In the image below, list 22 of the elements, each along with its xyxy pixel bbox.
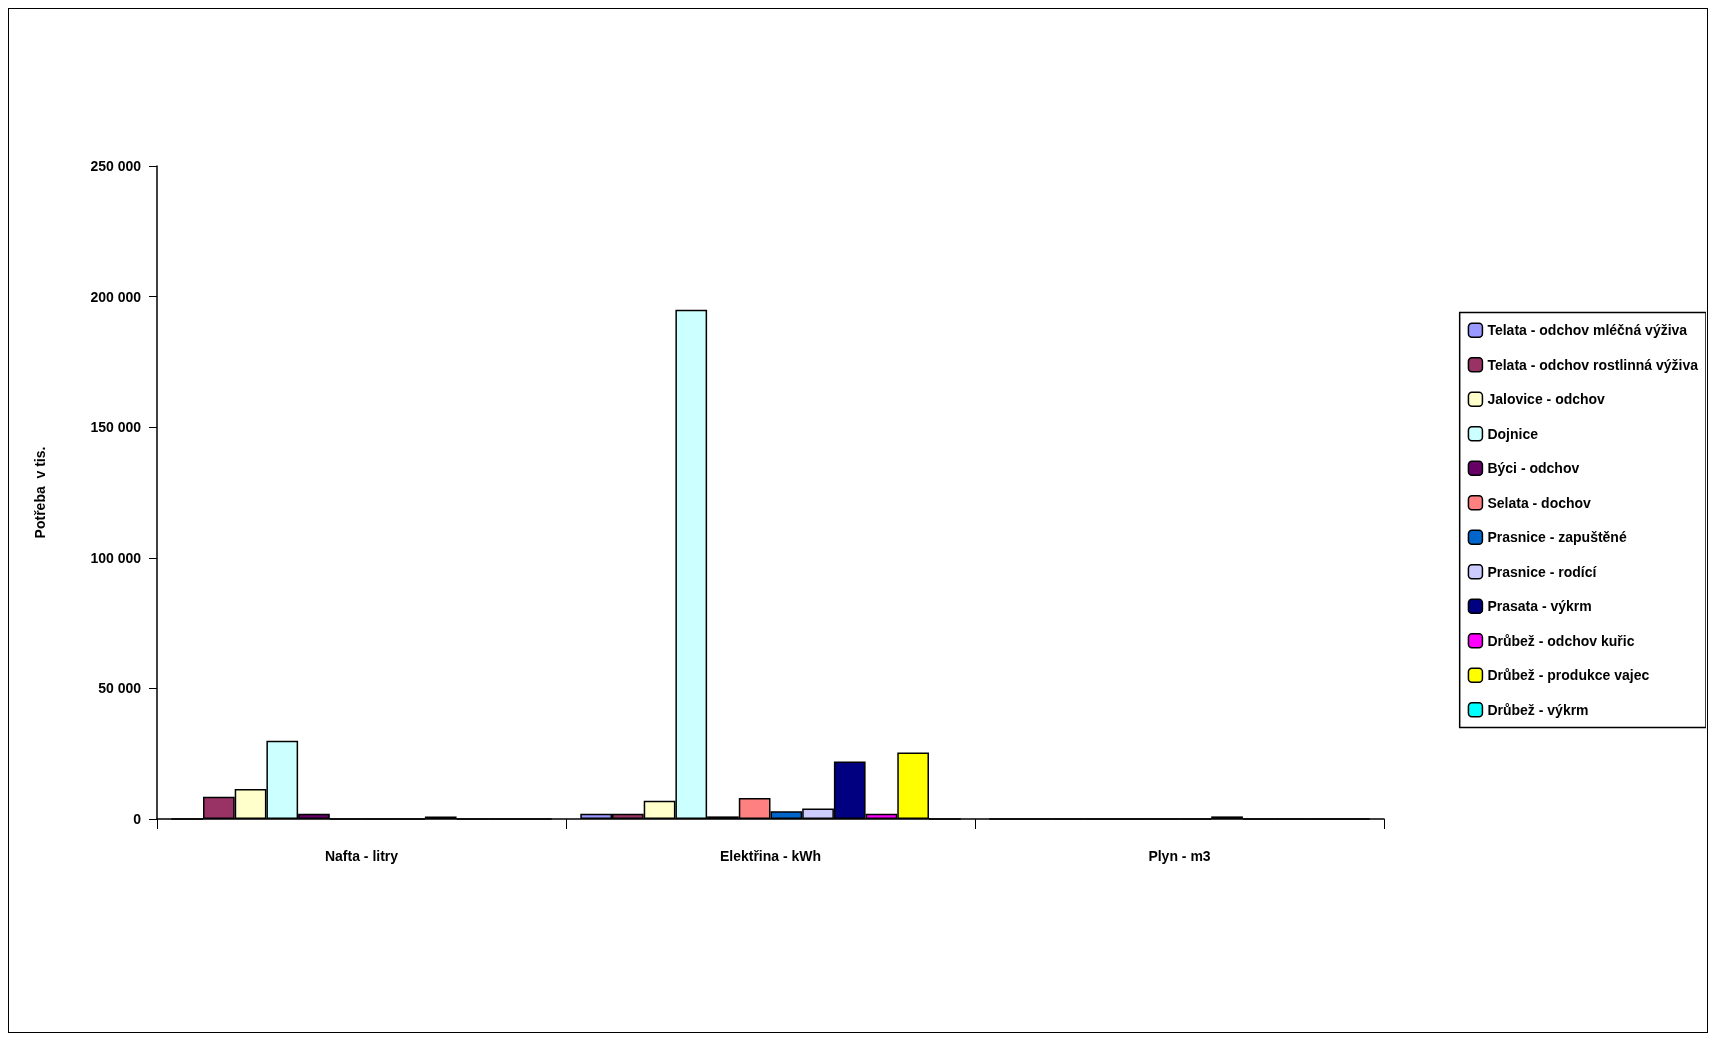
legend-label: Drůbež - produkce vajec <box>1487 667 1650 684</box>
y-tick-label: 250 000 <box>90 158 142 174</box>
y-tick-label: 200 000 <box>90 288 142 305</box>
x-tick-label: Nafta - litry <box>324 848 399 864</box>
legend-label: Prasata - výkrm <box>1487 598 1592 615</box>
legend-label: Jalovice - odchov <box>1487 391 1606 408</box>
y-tick-label: 0 <box>133 811 142 827</box>
legend-label: Prasnice - zapuštěné <box>1487 529 1627 546</box>
y-tick-label: 100 000 <box>90 549 142 566</box>
legend-label: Drůbež - výkrm <box>1487 701 1589 718</box>
legend-label: Selata - dochov <box>1487 494 1592 511</box>
legend-label: Telata - odchov mléčná výživa <box>1487 322 1688 339</box>
legend-label: Dojnice <box>1487 425 1539 442</box>
y-tick-label: 50 000 <box>98 680 142 697</box>
x-tick-label: Plyn - m3 <box>1148 848 1211 864</box>
legend-label: Býci - odchov <box>1487 460 1580 477</box>
legend-label: Drůbež - odchov kuřic <box>1487 632 1635 649</box>
y-axis-title: Potřeba v tis. <box>32 446 48 539</box>
x-tick-label: Elektřina - kWh <box>719 848 822 864</box>
y-tick-label: 150 000 <box>90 419 142 436</box>
legend-label: Telata - odchov rostlinná výživa <box>1487 356 1699 373</box>
legend-label: Prasnice - rodící <box>1487 563 1598 580</box>
